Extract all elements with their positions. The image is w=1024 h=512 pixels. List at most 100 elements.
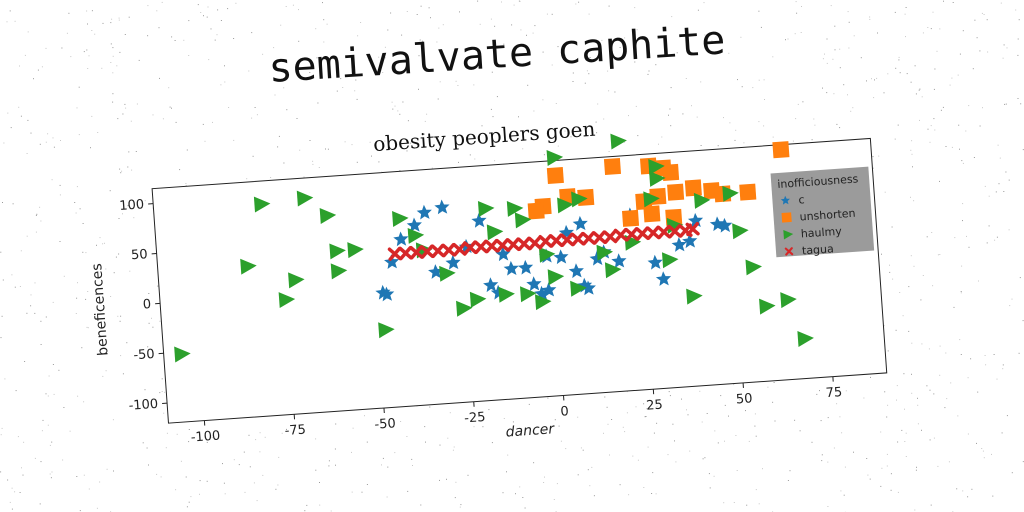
noise-dot [839, 67, 841, 69]
data-marks [174, 133, 814, 363]
noise-dot [874, 79, 875, 81]
noise-dot [595, 121, 597, 123]
noise-dot [162, 118, 164, 120]
noise-dot [211, 436, 213, 438]
noise-dot [904, 408, 905, 410]
data-point [319, 208, 337, 224]
data-point [611, 253, 627, 269]
noise-dot [645, 416, 647, 417]
noise-dot [717, 145, 719, 147]
noise-dot [436, 41, 438, 43]
noise-dot [896, 399, 897, 401]
noise-dot [11, 274, 13, 276]
noise-dot [681, 398, 682, 400]
data-point [759, 298, 776, 315]
noise-dot [669, 108, 671, 110]
noise-dot [895, 329, 897, 331]
noise-dot [973, 157, 975, 158]
noise-dot [848, 21, 850, 23]
noise-dot [238, 464, 240, 466]
noise-dot [453, 446, 455, 448]
noise-dot [479, 23, 481, 25]
noise-dot [795, 1, 797, 3]
noise-dot [711, 40, 713, 42]
noise-dot [968, 105, 970, 107]
x-tick-label: -100 [190, 429, 220, 446]
noise-dot [19, 492, 21, 493]
noise-dot [3, 142, 5, 144]
noise-dot [135, 151, 137, 152]
data-point [603, 229, 618, 244]
noise-dot [506, 471, 507, 473]
noise-dot [96, 507, 98, 509]
noise-dot [984, 185, 986, 187]
noise-dot [1018, 19, 1020, 21]
noise-dot [894, 138, 896, 140]
noise-dot [728, 52, 730, 54]
noise-dot [49, 473, 51, 475]
noise-dot [34, 312, 36, 314]
data-point [330, 263, 348, 280]
noise-dot [967, 496, 969, 498]
data-point [439, 265, 456, 282]
y-tick-label: -100 [128, 397, 158, 414]
data-point [684, 179, 702, 197]
noise-dot [911, 140, 913, 142]
noise-dot [701, 421, 703, 423]
noise-dot [1008, 229, 1010, 231]
noise-dot [704, 457, 706, 459]
noise-dot [112, 93, 114, 95]
noise-dot [317, 102, 319, 104]
data-point [682, 233, 698, 249]
data-point [420, 244, 435, 259]
noise-dot [361, 491, 363, 493]
noise-dot [110, 43, 112, 45]
noise-dot [382, 457, 384, 459]
noise-dot [88, 55, 90, 57]
noise-dot [235, 2, 237, 4]
noise-dot [111, 18, 113, 20]
noise-dot [394, 105, 396, 107]
noise-dot [741, 86, 743, 88]
noise-dot [921, 343, 923, 345]
noise-dot [708, 473, 710, 475]
noise-dot [637, 135, 639, 137]
noise-dot [830, 5, 832, 7]
noise-dot [224, 65, 225, 67]
noise-dot [754, 425, 756, 427]
noise-dot [962, 220, 963, 222]
noise-dot [896, 385, 898, 387]
noise-dot [986, 19, 988, 21]
legend-marker-tagua [784, 247, 794, 256]
noise-dot [905, 36, 906, 38]
noise-dot [1002, 364, 1004, 366]
noise-dot [903, 373, 905, 375]
noise-dot [737, 79, 738, 81]
noise-dot [933, 437, 935, 439]
noise-dot [603, 118, 605, 120]
noise-dot [306, 504, 308, 506]
noise-dot [482, 426, 484, 428]
noise-dot [572, 81, 574, 82]
noise-dot [644, 416, 646, 418]
noise-dot [763, 79, 765, 81]
noise-dot [740, 36, 742, 38]
noise-dot [217, 9, 219, 11]
data-point [647, 254, 663, 270]
noise-dot [956, 488, 958, 490]
noise-dot [146, 447, 148, 449]
noise-dot [88, 488, 90, 490]
noise-dot [800, 32, 802, 33]
noise-dot [296, 118, 298, 119]
noise-dot [26, 153, 28, 154]
noise-dot [79, 208, 81, 210]
data-point [406, 217, 422, 233]
noise-dot [986, 242, 988, 244]
noise-dot [993, 354, 995, 355]
noise-dot [503, 418, 505, 419]
noise-dot [827, 506, 829, 507]
noise-dot [932, 11, 934, 13]
noise-dot [898, 59, 900, 61]
noise-dot [69, 430, 71, 432]
